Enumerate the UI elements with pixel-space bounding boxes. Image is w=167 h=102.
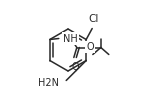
- Text: O: O: [71, 62, 79, 72]
- Text: NH: NH: [63, 33, 77, 43]
- Text: Cl: Cl: [88, 13, 98, 23]
- Text: H2N: H2N: [38, 79, 59, 89]
- Text: O: O: [87, 42, 94, 52]
